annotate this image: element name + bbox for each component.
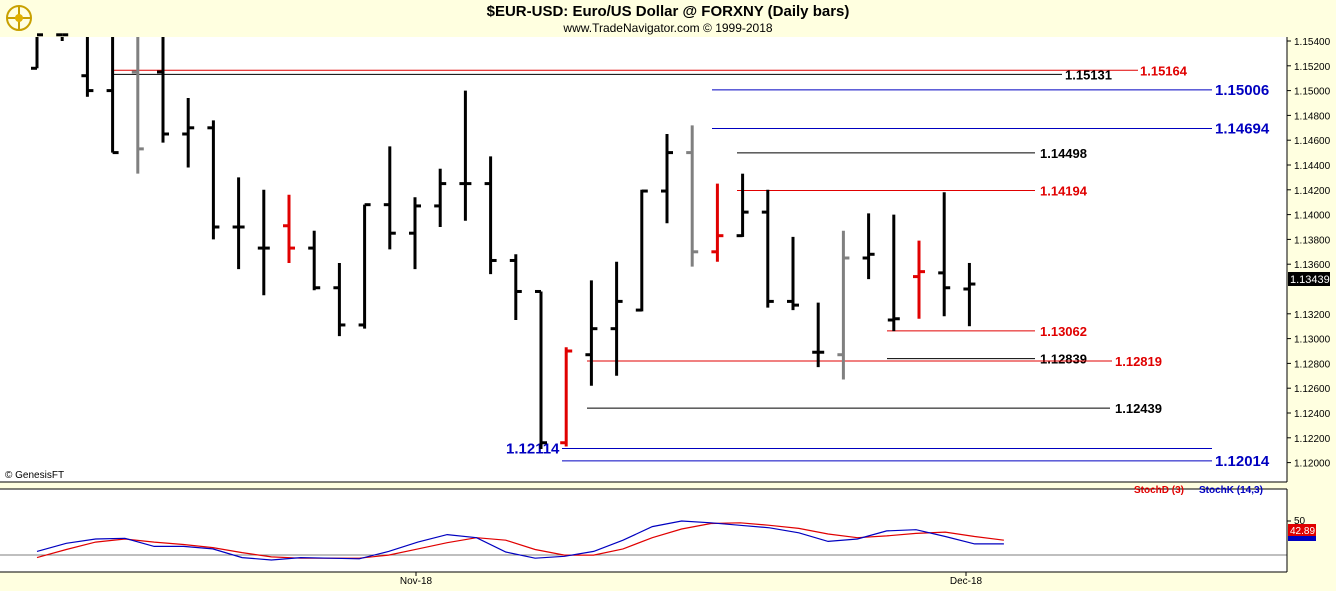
stoch-tick-label: 50 xyxy=(1294,516,1306,527)
stoch-value-label: 42.89 xyxy=(1290,526,1315,537)
y-tick-label: 1.15200 xyxy=(1294,62,1331,73)
ohlc-bar xyxy=(409,197,421,270)
y-tick-label: 1.14800 xyxy=(1294,111,1331,122)
level-label: 1.14694 xyxy=(1215,121,1270,138)
last-price-badge xyxy=(1288,272,1330,286)
ohlc-bar xyxy=(862,213,875,280)
y-tick-label: 1.13800 xyxy=(1294,235,1331,246)
price-y-axis: 1.15400 1.15200 1.15000 1.14800 1.14600 1.144… xyxy=(1287,37,1331,470)
y-tick-label: 1.15400 xyxy=(1294,37,1331,48)
ohlc-bar xyxy=(711,183,724,262)
ohlc-bar xyxy=(787,236,799,311)
y-tick-label: 1.14600 xyxy=(1294,136,1331,147)
ohlc-bar xyxy=(837,230,850,380)
ohlc-bar xyxy=(81,37,94,97)
ohlc-bar xyxy=(736,173,749,238)
ohlc-bar xyxy=(383,146,396,250)
level-label: 1.12014 xyxy=(1215,453,1270,470)
ohlc-bar xyxy=(938,192,951,317)
level-label: 1.12839 xyxy=(1040,352,1087,367)
y-tick-label: 1.13000 xyxy=(1294,335,1331,346)
y-tick-label: 1.13200 xyxy=(1294,310,1331,321)
ohlc-bar xyxy=(585,280,598,386)
ohlc-bar xyxy=(358,203,371,329)
ohlc-bar xyxy=(535,289,547,449)
level-label: 1.14498 xyxy=(1040,146,1087,161)
stoch-d-line xyxy=(36,522,1004,559)
y-tick-label: 1.12200 xyxy=(1294,434,1331,445)
support-resistance-levels: 1.15164 1.15131 1.15006 1.14694 1.14498 1.141… xyxy=(112,63,1270,470)
level-label: 1.12439 xyxy=(1115,401,1162,416)
ohlc-bar xyxy=(610,261,623,376)
level-label: 1.15006 xyxy=(1215,82,1269,99)
ohlc-bar xyxy=(131,37,144,174)
x-label-nov-18: Nov-18 xyxy=(400,576,433,587)
ohlc-bar xyxy=(484,156,497,275)
ohlc-bar xyxy=(257,189,270,296)
ohlc-bar xyxy=(661,134,673,224)
ohlc-bar xyxy=(31,33,43,70)
ohlc-bar xyxy=(459,90,472,221)
trade-navigator-logo-icon xyxy=(4,3,34,38)
level-label: 1.14194 xyxy=(1040,184,1088,199)
ohlc-bar xyxy=(887,214,900,332)
stoch-k-line xyxy=(36,520,1004,561)
level-label: 1.12114 xyxy=(506,440,560,457)
stoch-value-badge xyxy=(1288,524,1316,536)
level-label: 1.12819 xyxy=(1115,354,1162,369)
y-tick-label: 1.12800 xyxy=(1294,359,1331,370)
ohlc-bar xyxy=(761,189,774,308)
y-tick-label: 1.14200 xyxy=(1294,186,1331,197)
y-tick-label: 1.12400 xyxy=(1294,409,1331,420)
ohlc-bar xyxy=(283,194,295,263)
stochastic-lines xyxy=(36,520,1004,561)
ohlc-bar xyxy=(913,240,925,319)
ohlc-bar xyxy=(686,125,699,267)
ohlc-bar xyxy=(106,37,119,155)
y-tick-label: 1.14400 xyxy=(1294,161,1331,172)
ohlc-bar xyxy=(509,254,522,320)
ohlc-bar xyxy=(157,37,169,143)
ohlc-bar xyxy=(963,262,976,327)
last-price-label: 1.13439 xyxy=(1290,274,1330,286)
level-label: 1.15164 xyxy=(1140,63,1188,78)
chart-title: $EUR-USD: Euro/US Dollar @ FORXNY (Daily… xyxy=(486,3,850,20)
price-panel xyxy=(0,37,1287,482)
ohlc-bar xyxy=(207,120,220,240)
ohlc-bar xyxy=(56,33,69,41)
y-tick-label: 1.12000 xyxy=(1294,459,1331,470)
ohlc-bar xyxy=(434,168,447,227)
chart-subtitle: www.TradeNavigator.com © 1999-2018 xyxy=(563,21,773,35)
ohlc-bar xyxy=(812,302,825,368)
stoch-k-legend: StochK (14,3) xyxy=(1199,485,1263,496)
ohlc-bar xyxy=(560,347,573,447)
ohlc-bar xyxy=(182,98,195,168)
y-tick-label: 1.15000 xyxy=(1294,87,1331,98)
ohlc-bar xyxy=(635,189,648,312)
y-tick-label: 1.13600 xyxy=(1294,260,1331,271)
genesis-watermark: © GenesisFT xyxy=(5,470,64,481)
chart-header: $EUR-USD: Euro/US Dollar @ FORXNY (Daily… xyxy=(0,0,1336,37)
ohlc-bar xyxy=(232,177,245,270)
level-label: 1.13062 xyxy=(1040,324,1087,339)
x-label-dec-18: Dec-18 xyxy=(950,576,983,587)
ohlc-bar xyxy=(333,262,346,337)
ohlc-bar xyxy=(308,230,321,291)
level-label: 1.15131 xyxy=(1065,67,1112,82)
y-tick-label: 1.14000 xyxy=(1294,211,1331,222)
stoch-d-legend: StochD (3) xyxy=(1134,485,1184,496)
ohlc-bars xyxy=(31,33,976,449)
y-tick-label: 1.12600 xyxy=(1294,384,1331,395)
stoch-k-badge xyxy=(1288,536,1316,541)
